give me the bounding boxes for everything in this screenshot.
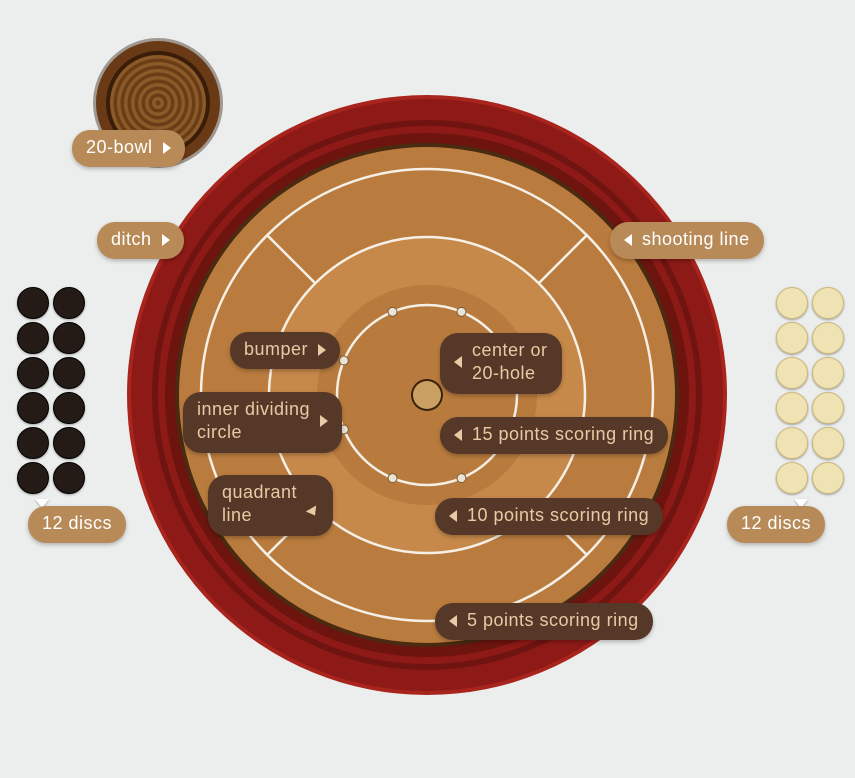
dark-disc: [53, 357, 85, 389]
arrow-right-icon: [320, 415, 328, 427]
label-text: 12 discs: [42, 512, 112, 535]
light-disc: [776, 392, 808, 424]
dark-disc: [53, 322, 85, 354]
dark-disc: [53, 287, 85, 319]
light-disc: [776, 322, 808, 354]
dark-disc: [17, 392, 49, 424]
light-disc: [812, 287, 844, 319]
light-disc: [812, 462, 844, 494]
arrow-right-icon: [162, 234, 170, 246]
label-text: ditch: [111, 228, 152, 251]
label-inner_div: inner dividing circle: [183, 392, 342, 453]
arrow-left-icon: [454, 429, 462, 441]
label-text: bumper: [244, 338, 308, 361]
label-text: 15 points scoring ring: [472, 423, 654, 446]
dark-disc: [17, 357, 49, 389]
arrow-right-icon: [318, 344, 326, 356]
arrow-left-icon: [624, 234, 632, 246]
label-text: quadrant line: [222, 481, 297, 528]
dark-disc: [17, 287, 49, 319]
light-disc: [812, 357, 844, 389]
label-text: shooting line: [642, 228, 750, 251]
label-center: center or 20-hole: [440, 333, 562, 394]
label-ring15: 15 points scoring ring: [440, 417, 668, 454]
label-shooting_line: shooting line: [610, 222, 764, 259]
label-text: 20-bowl: [86, 136, 153, 159]
label-bumper: bumper: [230, 332, 340, 369]
arrow-left-icon: [454, 356, 462, 368]
label-text: 10 points scoring ring: [467, 504, 649, 527]
label-bowl20: 20-bowl: [72, 130, 185, 167]
arrow-left-icon: [449, 615, 457, 627]
arrow-left-icon: [449, 510, 457, 522]
dark-disc: [53, 462, 85, 494]
label-discs_right: 12 discs: [727, 506, 825, 543]
label-quadrant: quadrant line: [208, 475, 333, 536]
label-text: inner dividing circle: [197, 398, 310, 445]
dark-disc: [53, 427, 85, 459]
label-ditch: ditch: [97, 222, 184, 259]
dark-disc: [53, 392, 85, 424]
label-discs_left: 12 discs: [28, 506, 126, 543]
diagram-stage: 20-bowl ditch shooting line 12 discs 12 disc…: [0, 0, 855, 778]
light-disc: [812, 322, 844, 354]
light-disc: [812, 392, 844, 424]
light-disc: [812, 427, 844, 459]
label-text: 12 discs: [741, 512, 811, 535]
label-text: center or 20-hole: [472, 339, 548, 386]
label-text: 5 points scoring ring: [467, 609, 639, 632]
light-disc: [776, 462, 808, 494]
light-disc: [776, 357, 808, 389]
light-disc: [776, 427, 808, 459]
dark-disc: [17, 322, 49, 354]
label-ring10: 10 points scoring ring: [435, 498, 663, 535]
light-disc: [776, 287, 808, 319]
label-ring5: 5 points scoring ring: [435, 603, 653, 640]
dark-disc: [17, 462, 49, 494]
arrow-right-icon: [163, 142, 171, 154]
dark-disc: [17, 427, 49, 459]
